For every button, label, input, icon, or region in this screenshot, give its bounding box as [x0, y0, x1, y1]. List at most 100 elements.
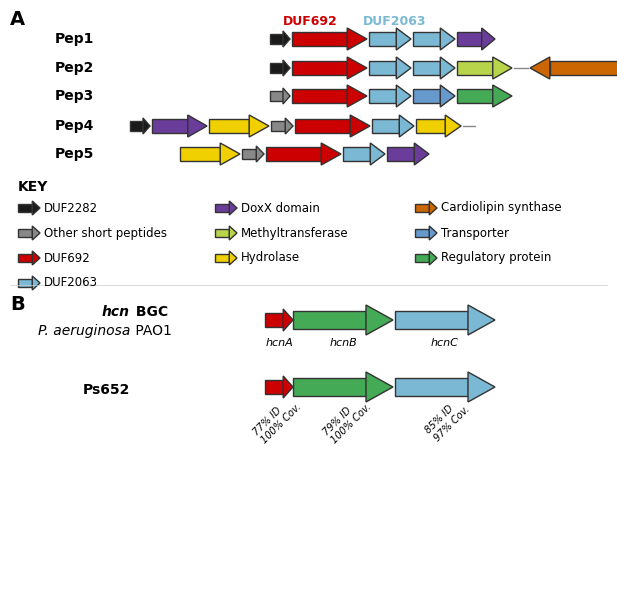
- Text: P. aeruginosa: P. aeruginosa: [38, 324, 130, 338]
- Text: DUF2063: DUF2063: [363, 15, 427, 28]
- Polygon shape: [415, 203, 429, 212]
- Text: DUF692: DUF692: [44, 252, 91, 265]
- Polygon shape: [441, 28, 455, 50]
- Polygon shape: [188, 115, 207, 137]
- Polygon shape: [295, 119, 350, 133]
- Text: DUF2282: DUF2282: [44, 202, 98, 215]
- Polygon shape: [369, 32, 396, 46]
- Polygon shape: [32, 276, 40, 290]
- Polygon shape: [256, 146, 264, 162]
- Text: Hydrolase: Hydrolase: [241, 252, 300, 265]
- Text: hcnA: hcnA: [265, 338, 293, 348]
- Polygon shape: [468, 372, 495, 402]
- Polygon shape: [482, 28, 495, 50]
- Polygon shape: [399, 115, 414, 137]
- Polygon shape: [413, 61, 441, 75]
- Text: DUF2063: DUF2063: [44, 277, 98, 290]
- Text: Other short peptides: Other short peptides: [44, 227, 167, 240]
- Polygon shape: [285, 118, 293, 134]
- Polygon shape: [18, 228, 32, 237]
- Polygon shape: [283, 376, 293, 398]
- Polygon shape: [249, 115, 269, 137]
- Polygon shape: [293, 378, 366, 396]
- Polygon shape: [266, 147, 321, 161]
- Polygon shape: [347, 85, 367, 107]
- Polygon shape: [350, 115, 370, 137]
- Polygon shape: [395, 311, 468, 329]
- Text: Methyltransferase: Methyltransferase: [241, 227, 349, 240]
- Polygon shape: [396, 57, 411, 79]
- Polygon shape: [215, 228, 230, 237]
- Text: Cardiolipin synthase: Cardiolipin synthase: [441, 202, 561, 215]
- Polygon shape: [457, 89, 493, 103]
- Polygon shape: [130, 121, 143, 131]
- Polygon shape: [271, 121, 285, 131]
- Polygon shape: [343, 147, 370, 161]
- Polygon shape: [293, 311, 366, 329]
- Polygon shape: [429, 201, 437, 215]
- Polygon shape: [414, 143, 429, 165]
- Polygon shape: [283, 31, 290, 47]
- Polygon shape: [387, 147, 414, 161]
- Polygon shape: [396, 28, 411, 50]
- Text: 85% ID
97% Cov.: 85% ID 97% Cov.: [424, 396, 471, 443]
- Text: Pep2: Pep2: [55, 61, 94, 75]
- Polygon shape: [429, 226, 437, 240]
- Polygon shape: [180, 147, 220, 161]
- Polygon shape: [18, 278, 32, 287]
- Text: hcnB: hcnB: [329, 338, 357, 348]
- Polygon shape: [283, 60, 290, 76]
- Polygon shape: [445, 115, 461, 137]
- Polygon shape: [18, 203, 32, 212]
- Polygon shape: [230, 251, 237, 265]
- Polygon shape: [441, 85, 455, 107]
- Text: hcn: hcn: [102, 305, 130, 319]
- Polygon shape: [468, 305, 495, 335]
- Polygon shape: [32, 226, 40, 240]
- Polygon shape: [270, 63, 283, 73]
- Polygon shape: [215, 203, 230, 212]
- Text: Regulatory protein: Regulatory protein: [441, 252, 552, 265]
- Polygon shape: [242, 149, 256, 159]
- Polygon shape: [369, 89, 396, 103]
- Polygon shape: [429, 251, 437, 265]
- Text: 77% ID
100% Cov.: 77% ID 100% Cov.: [252, 394, 304, 446]
- Polygon shape: [416, 119, 445, 133]
- Polygon shape: [32, 201, 40, 215]
- Text: Pep1: Pep1: [55, 32, 94, 46]
- Text: PAO1: PAO1: [131, 324, 172, 338]
- Polygon shape: [32, 251, 40, 265]
- Polygon shape: [366, 372, 393, 402]
- Polygon shape: [220, 143, 240, 165]
- Polygon shape: [493, 57, 512, 79]
- Polygon shape: [143, 118, 150, 134]
- Polygon shape: [530, 57, 550, 79]
- Polygon shape: [292, 32, 347, 46]
- Polygon shape: [457, 32, 482, 46]
- Polygon shape: [457, 61, 493, 75]
- Polygon shape: [270, 34, 283, 44]
- Polygon shape: [415, 253, 429, 262]
- Polygon shape: [230, 226, 237, 240]
- Polygon shape: [152, 119, 188, 133]
- Polygon shape: [18, 253, 32, 262]
- Text: Ps652: Ps652: [83, 383, 130, 397]
- Text: A: A: [10, 10, 25, 29]
- Polygon shape: [550, 61, 617, 75]
- Polygon shape: [347, 28, 367, 50]
- Polygon shape: [370, 143, 385, 165]
- Polygon shape: [230, 201, 237, 215]
- Polygon shape: [396, 85, 411, 107]
- Polygon shape: [413, 32, 441, 46]
- Text: Pep5: Pep5: [55, 147, 94, 161]
- Polygon shape: [372, 119, 399, 133]
- Text: hcnC: hcnC: [431, 338, 459, 348]
- Text: 79% ID
100% Cov.: 79% ID 100% Cov.: [321, 394, 374, 446]
- Polygon shape: [270, 91, 283, 101]
- Text: Pep4: Pep4: [55, 119, 94, 133]
- Polygon shape: [292, 61, 347, 75]
- Polygon shape: [215, 253, 230, 262]
- Text: Pep3: Pep3: [55, 89, 94, 103]
- Polygon shape: [265, 380, 283, 394]
- Polygon shape: [415, 228, 429, 237]
